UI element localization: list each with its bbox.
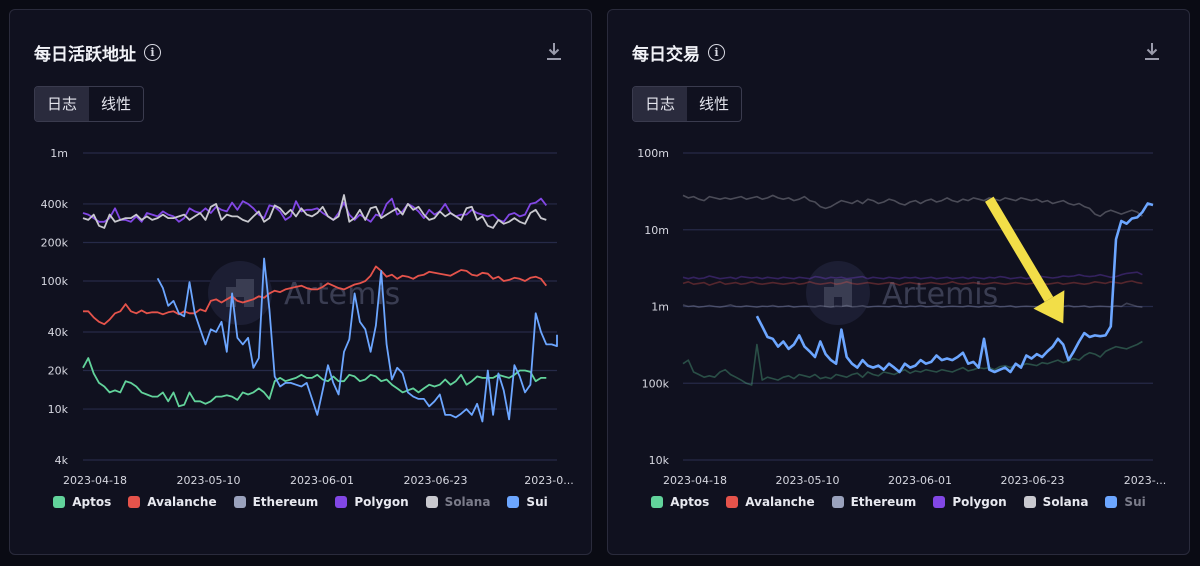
title-text: 每日交易 bbox=[632, 45, 700, 65]
y-tick-label: 1m bbox=[651, 301, 669, 314]
legend-label: Aptos bbox=[72, 495, 112, 509]
x-tick-label: 2023-05-10 bbox=[177, 474, 241, 487]
series-line-aptos[interactable] bbox=[82, 357, 547, 408]
watermark-logo bbox=[806, 261, 870, 325]
x-tick-label: 2023-0... bbox=[524, 474, 573, 487]
scale-toggle: 日志 线性 bbox=[632, 86, 743, 122]
legend-item-solana[interactable]: Solana bbox=[425, 495, 491, 509]
y-tick-label: 100k bbox=[41, 275, 69, 288]
info-icon[interactable]: i bbox=[708, 44, 725, 61]
x-tick-label: 2023-... bbox=[1124, 474, 1166, 487]
y-tick-label: 10k bbox=[649, 454, 670, 467]
legend-swatch bbox=[651, 496, 664, 508]
chart-panel-daily-transactions: 每日交易 i 日志 线性 100m 10m 1m 100k 10k Artemis 2023… bbox=[607, 9, 1190, 555]
toggle-linear[interactable]: 线性 bbox=[699, 95, 730, 113]
legend-item-aptos[interactable]: Aptos bbox=[651, 495, 709, 509]
series-line-sui[interactable] bbox=[755, 202, 1154, 374]
x-tick-label: 2023-06-23 bbox=[404, 474, 468, 487]
legend-swatch bbox=[128, 496, 141, 508]
download-icon[interactable] bbox=[1143, 41, 1161, 63]
series-line-solana[interactable] bbox=[682, 194, 1143, 217]
y-tick-label: 100m bbox=[637, 147, 669, 160]
toggle-log[interactable]: 日志 bbox=[35, 87, 90, 121]
legend-label: Polygon bbox=[354, 495, 409, 509]
legend-item-avalanche[interactable]: Avalanche bbox=[726, 495, 815, 509]
legend-item-avalanche[interactable]: Avalanche bbox=[128, 495, 217, 509]
legend-label: Sui bbox=[526, 495, 548, 509]
y-tick-label: 10m bbox=[644, 224, 669, 237]
chart-legend: Aptos Avalanche Ethereum Polygon Solana Sui bbox=[608, 495, 1189, 509]
panel-title: 每日活跃地址 i bbox=[34, 40, 161, 65]
legend-item-sui[interactable]: Sui bbox=[1105, 495, 1146, 509]
y-tick-label: 1m bbox=[50, 147, 68, 160]
x-tick-label: 2023-06-23 bbox=[1001, 474, 1065, 487]
series-line-sui[interactable] bbox=[156, 257, 558, 423]
legend-label: Ethereum bbox=[252, 495, 319, 509]
x-tick-label: 2023-04-18 bbox=[63, 474, 127, 487]
info-icon[interactable]: i bbox=[144, 44, 161, 61]
legend-swatch bbox=[831, 496, 844, 508]
legend-label: Ethereum bbox=[850, 495, 917, 509]
legend-swatch bbox=[335, 496, 348, 508]
legend-swatch bbox=[233, 496, 246, 508]
chart-legend: Aptos Avalanche Ethereum Polygon Solana Sui bbox=[10, 495, 591, 509]
series-line-polygon[interactable] bbox=[682, 271, 1143, 280]
legend-item-aptos[interactable]: Aptos bbox=[53, 495, 111, 509]
series-line-ethereum[interactable] bbox=[682, 302, 1143, 309]
y-tick-label: 200k bbox=[41, 236, 69, 249]
panel-title: 每日交易 i bbox=[632, 40, 725, 65]
chart-panel-daily-active-addresses: 每日活跃地址 i 日志 线性 1m 400k 200k 100k 40k 20k 10k 4k… bbox=[9, 9, 592, 555]
legend-label: Sui bbox=[1124, 495, 1146, 509]
legend-label: Avalanche bbox=[147, 495, 217, 509]
x-tick-label: 2023-06-01 bbox=[290, 474, 354, 487]
y-tick-label: 4k bbox=[55, 454, 69, 467]
title-text: 每日活跃地址 bbox=[34, 45, 136, 65]
y-tick-label: 10k bbox=[48, 403, 69, 416]
download-icon[interactable] bbox=[545, 41, 563, 63]
legend-swatch bbox=[933, 496, 946, 508]
y-tick-label: 100k bbox=[642, 377, 670, 390]
x-tick-label: 2023-04-18 bbox=[663, 474, 727, 487]
legend-item-ethereum[interactable]: Ethereum bbox=[831, 495, 917, 509]
legend-label: Solana bbox=[1042, 495, 1089, 509]
y-tick-label: 20k bbox=[48, 365, 69, 378]
legend-item-ethereum[interactable]: Ethereum bbox=[233, 495, 319, 509]
legend-label: Aptos bbox=[670, 495, 710, 509]
legend-swatch bbox=[507, 496, 520, 508]
series-line-avalanche[interactable] bbox=[682, 280, 1143, 286]
y-tick-label: 40k bbox=[48, 326, 69, 339]
legend-swatch bbox=[1023, 496, 1036, 508]
series-line-aptos[interactable] bbox=[682, 340, 1143, 386]
series-line-polygon[interactable] bbox=[82, 197, 548, 223]
legend-item-polygon[interactable]: Polygon bbox=[933, 495, 1007, 509]
x-tick-label: 2023-06-01 bbox=[888, 474, 952, 487]
chart-plot-area: 100m 10m 1m 100k 10k Artemis 2023-04-18 2023-05… bbox=[637, 147, 1166, 487]
legend-label: Polygon bbox=[952, 495, 1007, 509]
x-tick-label: 2023-05-10 bbox=[776, 474, 840, 487]
legend-swatch bbox=[1105, 496, 1118, 508]
legend-swatch bbox=[726, 496, 739, 508]
toggle-log[interactable]: 日志 bbox=[633, 87, 688, 121]
annotation-arrow bbox=[984, 196, 1065, 324]
y-tick-label: 400k bbox=[41, 198, 69, 211]
chart-plot-area: 1m400k200k100k40k20k10k4kArtemis2023-04-… bbox=[41, 147, 574, 487]
legend-item-sui[interactable]: Sui bbox=[507, 495, 548, 509]
legend-label: Avalanche bbox=[745, 495, 815, 509]
watermark-text: Artemis bbox=[882, 277, 998, 312]
legend-item-solana[interactable]: Solana bbox=[1023, 495, 1089, 509]
series-line-avalanche[interactable] bbox=[83, 265, 548, 326]
legend-swatch bbox=[53, 496, 66, 508]
legend-item-polygon[interactable]: Polygon bbox=[335, 495, 409, 509]
legend-swatch bbox=[425, 496, 438, 508]
legend-label: Solana bbox=[444, 495, 491, 509]
series-line-solana[interactable] bbox=[82, 194, 547, 229]
scale-toggle: 日志 线性 bbox=[34, 86, 145, 122]
toggle-linear[interactable]: 线性 bbox=[101, 95, 132, 113]
